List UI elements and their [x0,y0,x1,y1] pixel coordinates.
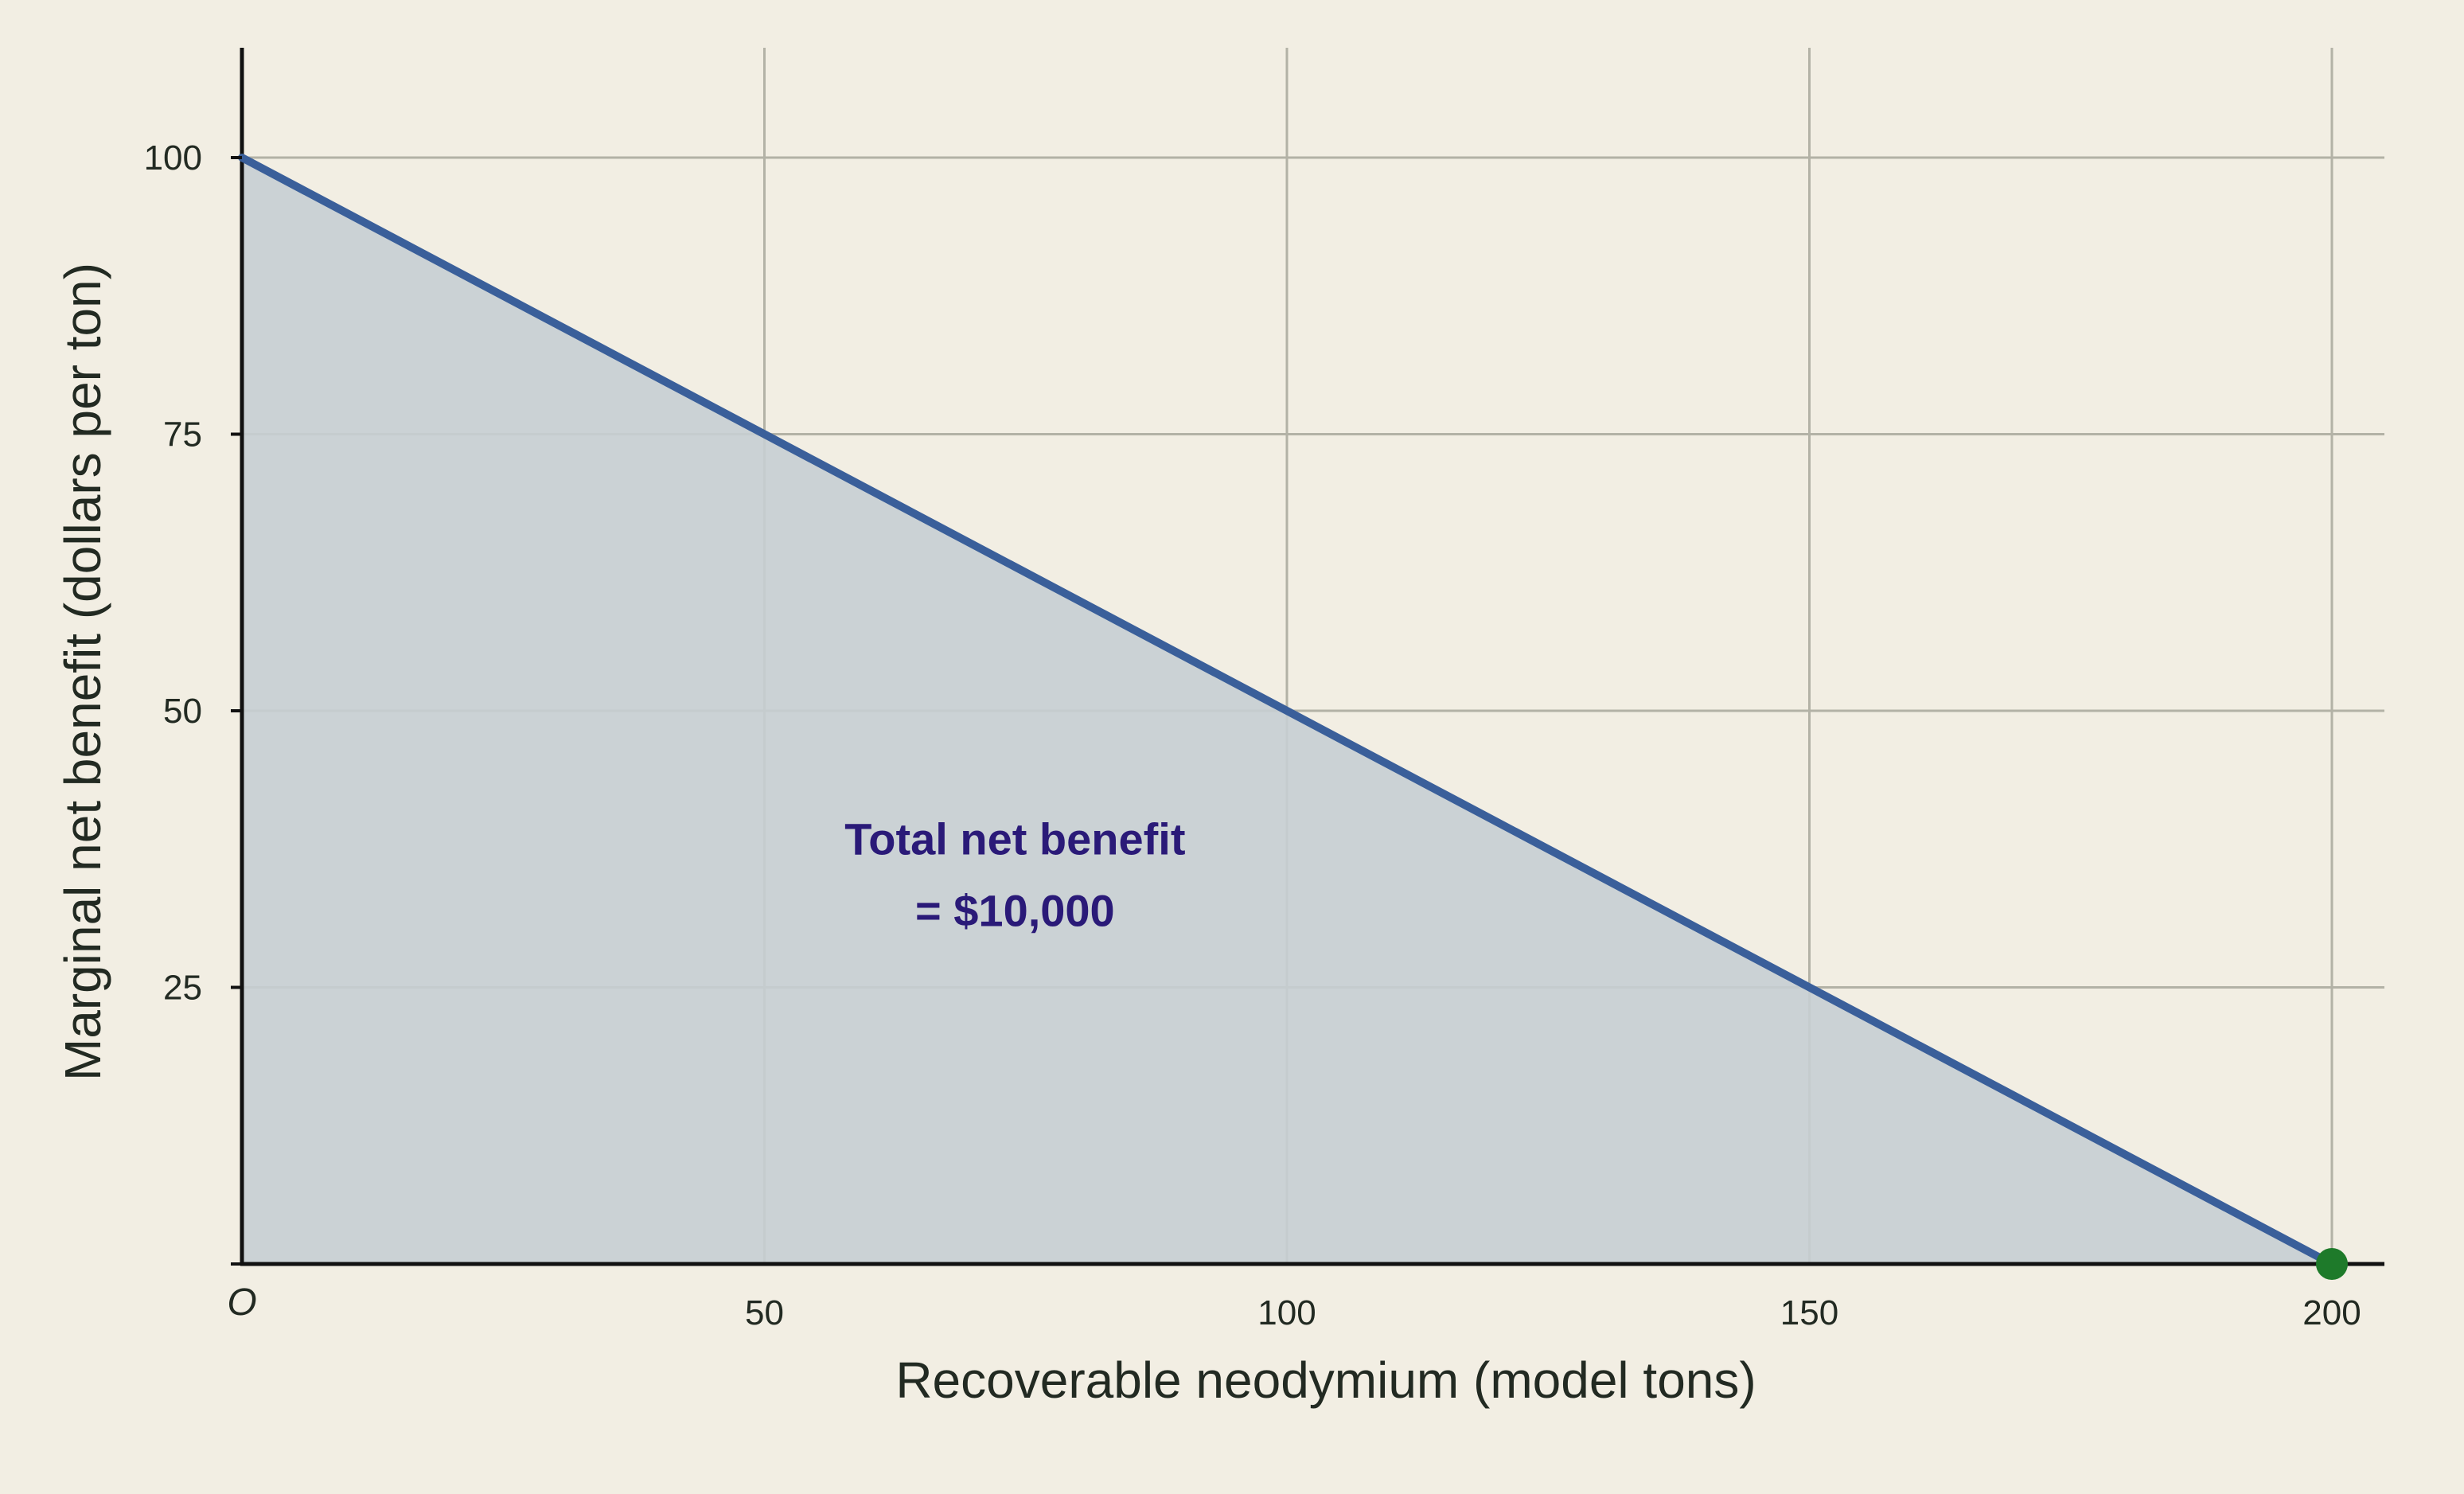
x-axis-title: Recoverable neodymium (model tons) [895,1352,1756,1409]
y-tick-label: 25 [163,969,202,1008]
y-tick-label: 75 [163,415,202,454]
x-tick-label: 50 [745,1293,784,1332]
line-layer [238,154,2348,1280]
x-tick-label: 200 [2302,1293,2361,1332]
label-layer: Recoverable neodymium (model tons) Margi… [54,263,1756,1409]
y-tick-label: 100 [144,138,202,177]
annotation-line-2: = $10,000 [915,886,1115,936]
annotation-line-1: Total net benefit [844,814,1185,864]
y-axis-title: Marginal net benefit (dollars per ton) [54,263,111,1081]
highlight-point [2316,1248,2348,1280]
series-line [238,154,2336,1268]
x-tick-label: 150 [1780,1293,1838,1332]
axis-layer [240,48,2384,1266]
tick-layer: 25 50 75 100 50 100 150 200 [144,138,2361,1332]
x-tick-label: 100 [1257,1293,1316,1332]
origin-label: O [227,1281,256,1324]
y-tick-label: 50 [163,692,202,731]
